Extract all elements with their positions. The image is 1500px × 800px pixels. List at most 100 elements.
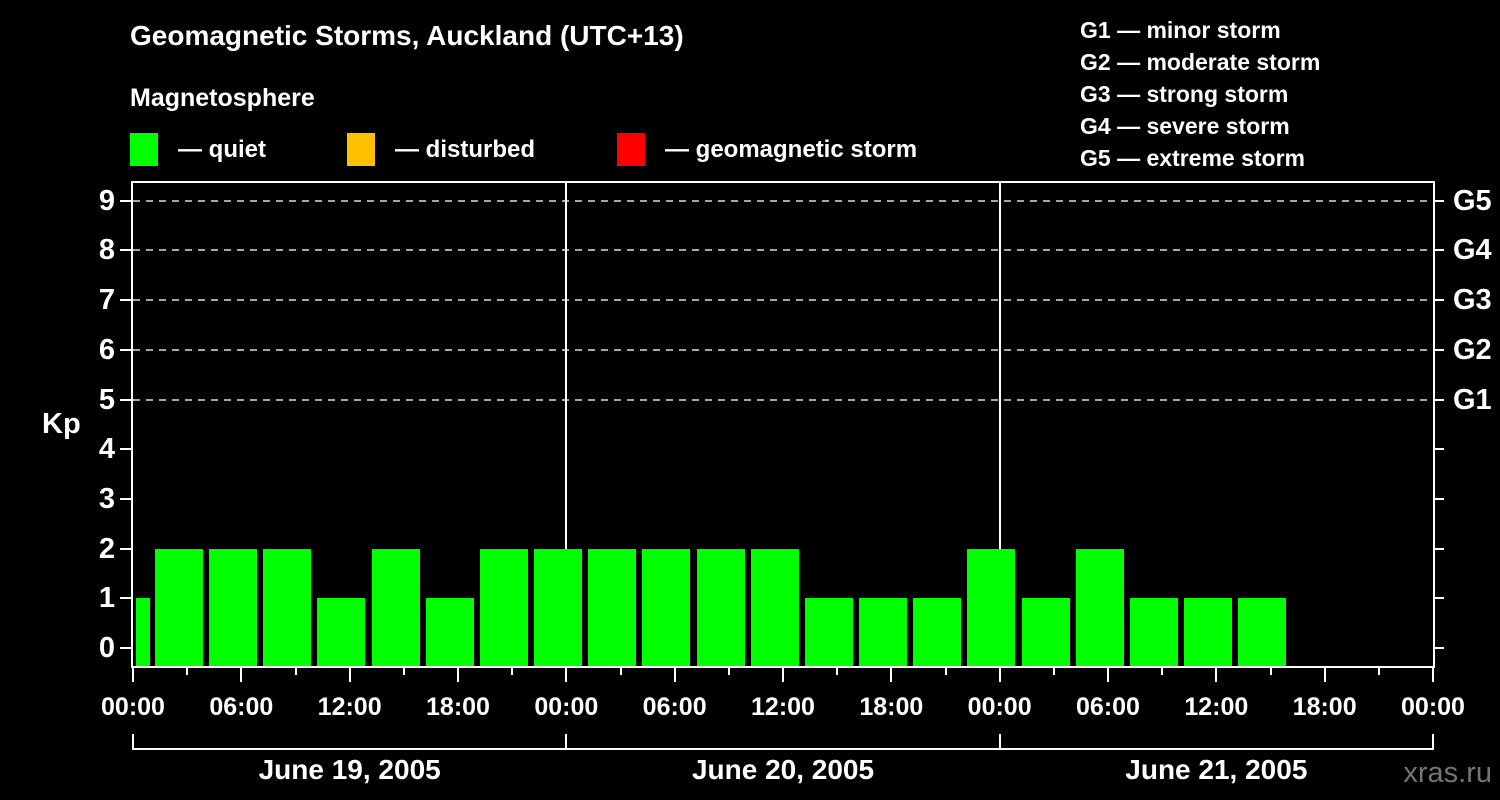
- kp-bar: [209, 548, 258, 666]
- geomagnetic-storm-color-swatch: [617, 133, 645, 166]
- x-axis-major-tick: [890, 666, 893, 682]
- kp-bar: [479, 548, 528, 666]
- x-tick-label: 18:00: [426, 693, 490, 721]
- y-axis-tick-right: [1433, 448, 1444, 451]
- legend-label-quiet: — quiet: [178, 135, 266, 163]
- x-axis-minor-tick: [619, 666, 622, 675]
- x-tick-label: 18:00: [859, 693, 924, 721]
- y-axis-tick-right: [1433, 497, 1444, 500]
- y-tick-label: 6: [98, 333, 115, 366]
- x-axis-major-tick: [240, 666, 243, 682]
- x-axis-major-tick: [1107, 666, 1109, 682]
- kp-bar: [1184, 598, 1233, 666]
- date-label: June 21, 2005: [1125, 754, 1308, 785]
- y-tick-label: 1: [98, 582, 115, 615]
- x-tick-label: 06:00: [642, 693, 707, 721]
- x-tick-label: 00:00: [101, 693, 165, 721]
- g3-legend-line: G3 — strong storm: [1080, 81, 1289, 107]
- x-tick-label: 00:00: [534, 693, 599, 721]
- watermark: xras.ru: [1403, 757, 1492, 789]
- kp-bar: [263, 548, 312, 666]
- g-level-label-g2: G2: [1453, 333, 1492, 366]
- gridline-kp7: [133, 299, 1433, 302]
- y-axis-tick-left: [120, 348, 131, 351]
- y-axis-title: Kp: [42, 408, 81, 440]
- kp-bar: [642, 548, 691, 666]
- x-axis-minor-tick: [944, 666, 947, 675]
- gridline-kp8: [133, 249, 1433, 252]
- kp-bar: [154, 548, 203, 666]
- disturbed-color-swatch: [347, 133, 375, 166]
- y-axis-tick-right: [1433, 249, 1444, 252]
- y-axis-tick-right: [1433, 597, 1444, 600]
- y-axis-tick-left: [120, 448, 131, 451]
- x-axis-major-tick: [457, 666, 459, 682]
- date-bracket-tick: [565, 734, 568, 750]
- x-axis-minor-tick: [727, 666, 730, 675]
- x-axis-minor-tick: [1377, 666, 1380, 675]
- legend-item-disturbed: — disturbed: [347, 133, 535, 166]
- g-level-label-g3: G3: [1453, 284, 1492, 317]
- x-axis-major-tick: [782, 666, 784, 682]
- x-axis-major-tick: [348, 666, 351, 682]
- x-axis-major-tick: [673, 666, 676, 682]
- kp-bar: [1021, 598, 1070, 666]
- kp-bar: [425, 598, 474, 666]
- kp-bar: [588, 548, 637, 666]
- x-axis-minor-tick: [1161, 666, 1164, 675]
- day-separator-line: [565, 183, 568, 666]
- date-label: June 19, 2005: [258, 754, 441, 785]
- x-axis-major-tick: [565, 666, 568, 682]
- g-level-label-g4: G4: [1453, 234, 1492, 267]
- y-axis-tick-right: [1433, 398, 1444, 401]
- x-axis-minor-tick: [1269, 666, 1272, 675]
- y-axis-tick-right: [1433, 199, 1444, 202]
- x-tick-label: 06:00: [209, 693, 274, 721]
- kp-bar: [317, 598, 366, 666]
- legend-item-quiet: — quiet: [130, 133, 266, 166]
- kp-bar: [534, 548, 583, 666]
- x-axis-minor-tick: [402, 666, 405, 675]
- g5-legend-line: G5 — extreme storm: [1080, 145, 1305, 171]
- date-bracket-tick: [132, 734, 134, 750]
- x-tick-label: 12:00: [317, 693, 382, 721]
- kp-bar: [750, 548, 799, 666]
- date-label: June 20, 2005: [691, 754, 875, 785]
- y-tick-label: 2: [98, 532, 115, 565]
- kp-bar: [1129, 598, 1178, 666]
- kp-bar: [696, 548, 745, 666]
- kp-bar: [1238, 598, 1287, 666]
- kp-bar: [804, 598, 853, 666]
- gridline-kp9: [133, 199, 1433, 202]
- x-tick-label: 18:00: [1292, 693, 1357, 721]
- y-axis-tick-left: [120, 299, 131, 302]
- g2-legend-line: G2 — moderate storm: [1080, 49, 1321, 75]
- x-axis-minor-tick: [511, 666, 514, 675]
- y-axis-tick-left: [120, 249, 131, 252]
- y-axis-tick-right: [1433, 547, 1444, 550]
- y-axis-tick-left: [120, 398, 131, 401]
- x-axis-minor-tick: [294, 666, 297, 675]
- gridline-kp5: [133, 398, 1433, 401]
- x-tick-label: 12:00: [1184, 693, 1249, 721]
- x-tick-label: 00:00: [1401, 693, 1465, 721]
- y-tick-label: 0: [98, 632, 115, 664]
- y-axis-tick-left: [120, 199, 131, 202]
- g-level-label-g1: G1: [1453, 383, 1492, 416]
- date-bracket-tick: [998, 734, 1001, 750]
- g-scale-legend: G1 — minor storm G2 — moderate storm G3 …: [1080, 14, 1320, 174]
- y-axis-tick-right: [1433, 299, 1444, 302]
- legend-label-disturbed: — disturbed: [395, 135, 536, 163]
- kp-bar: [371, 548, 420, 666]
- kp-bar: [859, 598, 908, 666]
- chart-subtitle: Magnetosphere: [130, 84, 315, 112]
- quiet-color-swatch: [130, 133, 158, 166]
- y-tick-label: 7: [98, 284, 115, 317]
- y-tick-label: 9: [98, 184, 115, 217]
- y-tick-label: 3: [98, 482, 115, 515]
- g1-legend-line: G1 — minor storm: [1080, 17, 1281, 43]
- legend-label-geomagnetic-storm: — geomagnetic storm: [665, 135, 918, 163]
- chart-title: Geomagnetic Storms, Auckland (UTC+13): [130, 20, 684, 51]
- y-axis-tick-right: [1433, 647, 1444, 649]
